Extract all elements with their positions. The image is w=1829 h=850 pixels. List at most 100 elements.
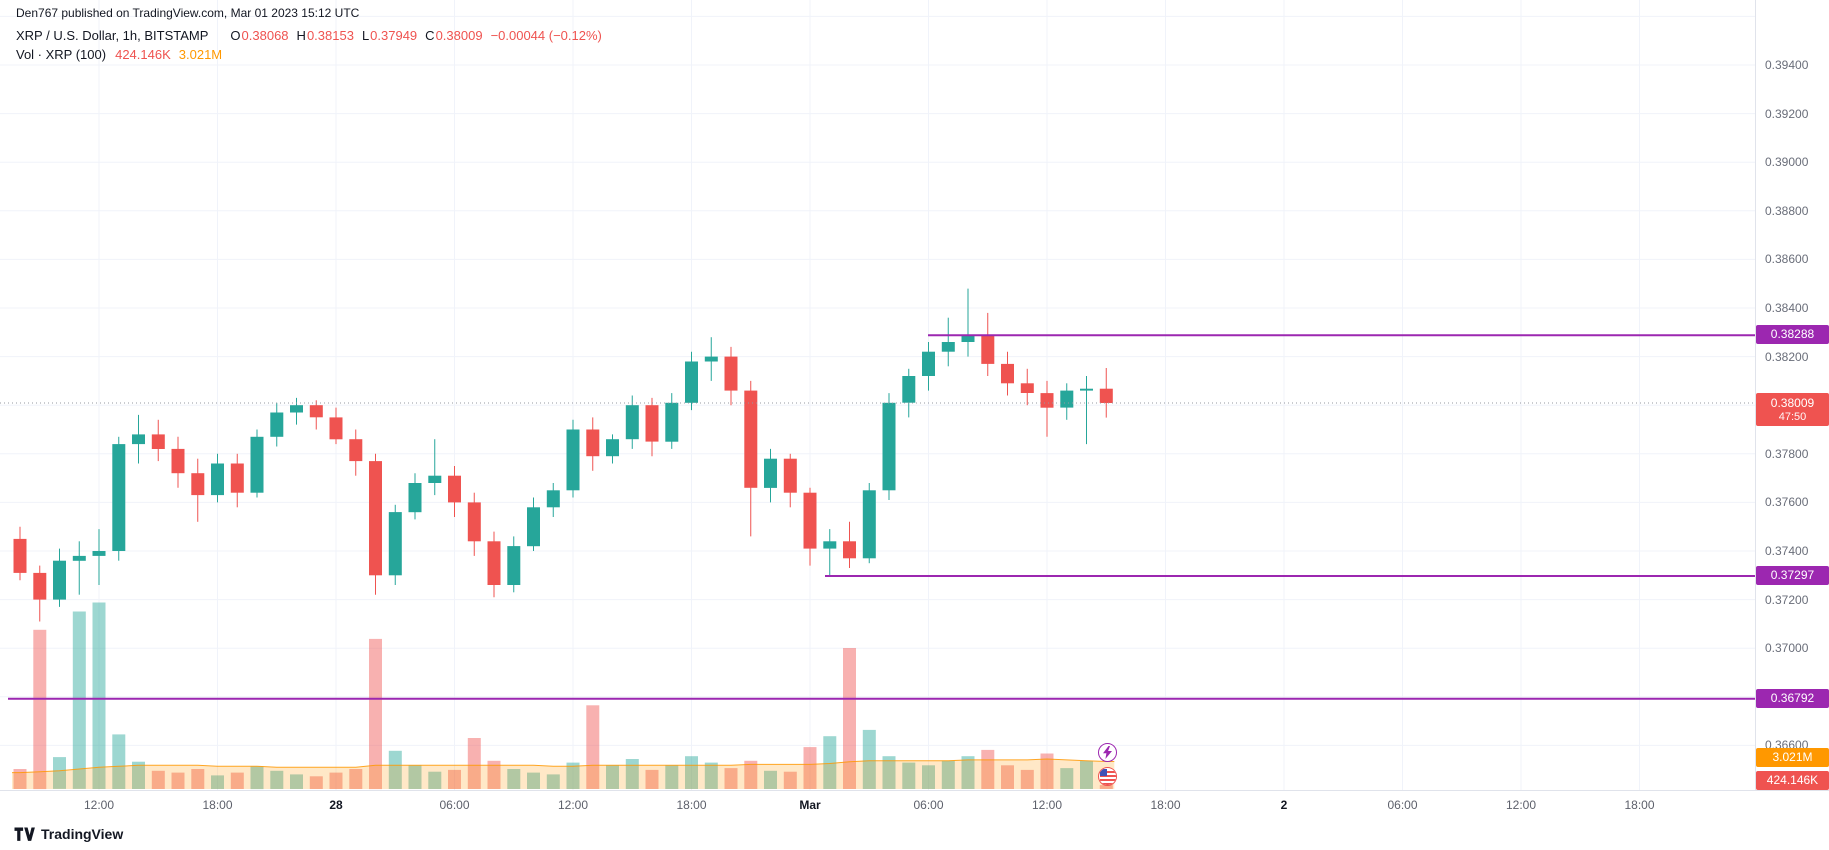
volume-bar bbox=[72, 611, 86, 789]
change-value: −0.00044 (−0.12%) bbox=[490, 28, 602, 43]
candle-body bbox=[290, 405, 303, 413]
low-label: L bbox=[361, 28, 370, 43]
candle bbox=[132, 414, 145, 464]
candle-body bbox=[546, 490, 560, 508]
candle bbox=[744, 380, 758, 537]
volume-bar bbox=[566, 762, 580, 789]
candle-body bbox=[764, 458, 777, 488]
candle bbox=[862, 483, 876, 564]
candle-body bbox=[1040, 393, 1054, 408]
candle-body bbox=[171, 448, 185, 474]
candle-body bbox=[941, 342, 955, 352]
volume-bar bbox=[1099, 785, 1113, 789]
time-axis-label: 12:00 bbox=[1031, 798, 1063, 812]
candle bbox=[507, 536, 521, 593]
candle-body bbox=[53, 560, 66, 600]
candle bbox=[1060, 383, 1074, 420]
volume-bar bbox=[1001, 765, 1014, 789]
volume-bar bbox=[309, 776, 323, 789]
tradingview-logo[interactable]: TradingView bbox=[14, 826, 123, 842]
candle bbox=[882, 393, 896, 500]
candle-body bbox=[309, 405, 323, 418]
volume-bar bbox=[112, 734, 126, 789]
time-axis-label: 12:00 bbox=[1505, 798, 1537, 812]
price-axis[interactable]: 0.39400 0.39200 0.39000 0.38800 0.38600 0.384… bbox=[1756, 0, 1829, 790]
volume-bar bbox=[922, 765, 935, 789]
candle bbox=[448, 466, 461, 517]
candle-body bbox=[13, 538, 27, 573]
volume-bar bbox=[191, 769, 205, 789]
volume-value-badge: 424.146K bbox=[1756, 771, 1829, 790]
candle bbox=[388, 504, 402, 585]
candle bbox=[369, 453, 382, 595]
volume-bar bbox=[329, 772, 343, 789]
price-axis-label: 0.37400 bbox=[1765, 544, 1809, 558]
price-axis-label: 0.38800 bbox=[1765, 203, 1809, 218]
candle bbox=[902, 368, 916, 418]
volume-bar bbox=[764, 770, 777, 789]
volume-indicator-label[interactable]: Vol · XRP (100) bbox=[16, 47, 107, 62]
candle-body bbox=[72, 555, 86, 561]
candle-body bbox=[981, 334, 995, 364]
candle-body bbox=[1099, 388, 1113, 403]
volume-bar bbox=[13, 769, 27, 789]
candle-body bbox=[33, 572, 47, 600]
candle bbox=[764, 448, 777, 503]
price-axis-label: 0.37200 bbox=[1765, 592, 1809, 607]
lightning-marker[interactable] bbox=[1098, 743, 1117, 762]
tradingview-logo-text: TradingView bbox=[41, 826, 124, 842]
candle-body bbox=[132, 434, 145, 445]
candle bbox=[211, 453, 224, 503]
candle bbox=[685, 351, 698, 411]
volume-bar bbox=[803, 747, 817, 789]
volume-bar bbox=[92, 602, 106, 789]
us-flag-icon bbox=[1099, 768, 1116, 785]
price-level-badge: 0.37297 bbox=[1756, 566, 1829, 586]
price-level-badge: 0.38288 bbox=[1756, 325, 1829, 345]
candle bbox=[230, 453, 244, 508]
candle bbox=[53, 548, 66, 607]
candle bbox=[1040, 380, 1054, 437]
high-value: 0.38153 bbox=[306, 28, 354, 43]
volume-bar bbox=[843, 648, 856, 789]
bar-countdown: 47:50 bbox=[1778, 410, 1807, 423]
volume-bar bbox=[862, 729, 876, 789]
price-axis-label: 0.39000 bbox=[1765, 155, 1809, 170]
price-axis-label: 0.38600 bbox=[1765, 252, 1809, 267]
time-axis-label: 18:00 bbox=[676, 798, 707, 812]
candle-body bbox=[1080, 388, 1093, 391]
volume-bar bbox=[171, 772, 185, 789]
candle-body bbox=[507, 546, 521, 585]
candle bbox=[329, 407, 343, 445]
volume-bar bbox=[369, 638, 382, 790]
volume-bar bbox=[388, 750, 402, 789]
symbol-description[interactable]: XRP / U.S. Dollar, 1h, BITSTAMP bbox=[16, 28, 209, 43]
volume-bar bbox=[132, 761, 145, 789]
time-axis-label: 18:00 bbox=[1624, 798, 1655, 812]
candle-body bbox=[92, 551, 106, 556]
attribution-text: Den767 published on TradingView.com, Mar… bbox=[16, 6, 360, 20]
price-axis-label: 0.37000 bbox=[1765, 641, 1809, 656]
candle-body bbox=[1001, 363, 1014, 384]
candle bbox=[270, 402, 284, 447]
price-axis-label: 0.37600 bbox=[1765, 495, 1809, 510]
candle bbox=[92, 529, 106, 585]
time-axis[interactable]: 12:00 18:00 28 06:00 12:00 18:00 Mar 06:00 12:00… bbox=[0, 791, 1829, 822]
volume-ma-line bbox=[12, 758, 1115, 774]
volume-bar bbox=[1080, 760, 1093, 789]
volume-bar bbox=[487, 760, 501, 789]
volume-bar bbox=[961, 756, 975, 789]
candle bbox=[783, 453, 797, 508]
candle-body bbox=[685, 361, 698, 403]
us-flag-marker[interactable] bbox=[1098, 767, 1117, 786]
volume-bar bbox=[151, 770, 165, 789]
volume-bar bbox=[902, 762, 916, 789]
candle-body bbox=[862, 490, 876, 559]
price-axis-label: 0.38400 bbox=[1765, 301, 1809, 315]
candle-body bbox=[961, 334, 975, 342]
candle bbox=[112, 436, 126, 561]
candle-body bbox=[645, 405, 659, 442]
candle bbox=[606, 434, 619, 464]
candle-body bbox=[211, 463, 224, 496]
